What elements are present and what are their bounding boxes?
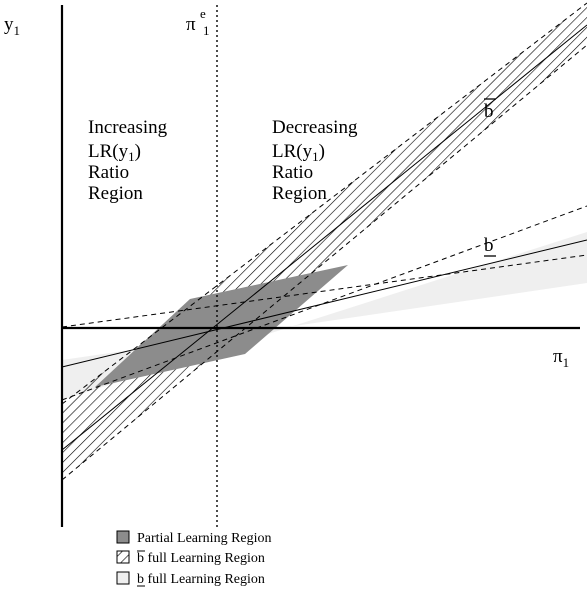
bbar-hatched-band bbox=[62, 3, 587, 480]
y-axis-label: y1 bbox=[4, 14, 20, 38]
bbar-center-line bbox=[61, 24, 587, 451]
legend-partial-text: Partial Learning Region bbox=[137, 531, 272, 546]
bunder-label: b bbox=[484, 235, 494, 256]
legend-bbar-text: b full Learning Region bbox=[137, 551, 265, 566]
threshold-label-sup: e bbox=[200, 6, 206, 21]
right-region-line3: Ratio bbox=[272, 162, 313, 183]
right-region-line2: LR(y1) bbox=[272, 141, 325, 164]
b-center-line bbox=[61, 239, 587, 368]
legend-bbar-swatch bbox=[116, 550, 130, 564]
left-region-line1: Increasing bbox=[88, 117, 168, 138]
left-region-line4: Region bbox=[88, 183, 143, 204]
bbar-label: b bbox=[484, 101, 494, 122]
legend-bunder-text: b full Learning Region bbox=[137, 572, 265, 587]
b-band-lower-boundary bbox=[61, 254, 587, 328]
legend: Partial Learning Region b full Learning … bbox=[116, 530, 272, 587]
threshold-label-sub: 1 bbox=[203, 23, 210, 38]
right-region-line4: Region bbox=[272, 183, 327, 204]
left-region-line3: Ratio bbox=[88, 162, 129, 183]
legend-partial-swatch bbox=[116, 530, 130, 544]
left-region-line2: LR(y1) bbox=[88, 141, 141, 164]
right-region-line1: Decreasing bbox=[272, 117, 358, 138]
x-axis-label: π1 bbox=[553, 346, 569, 370]
threshold-label-main: π bbox=[186, 14, 196, 35]
bbar-band-upper-boundary bbox=[61, 2, 587, 405]
bbar-band-lower-boundary bbox=[61, 44, 587, 481]
legend-bunder-swatch bbox=[116, 571, 130, 585]
